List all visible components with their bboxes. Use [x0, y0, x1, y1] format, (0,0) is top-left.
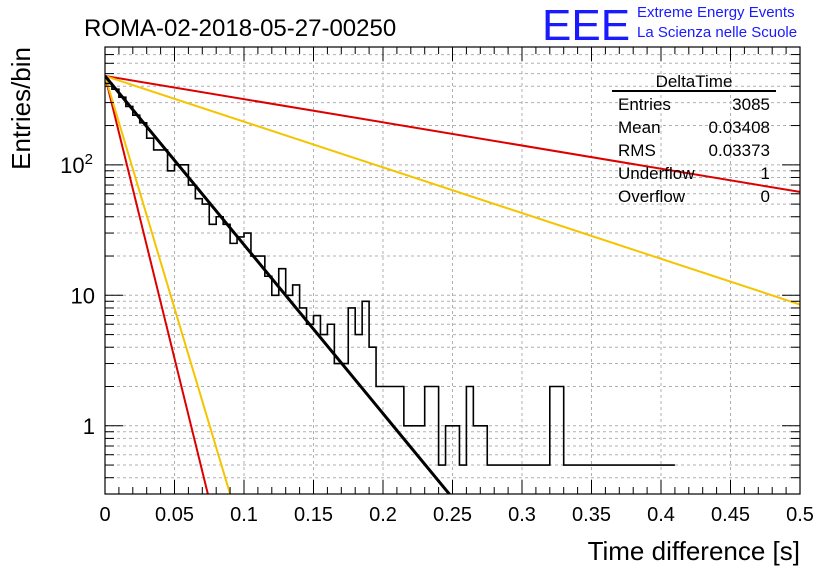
logo-line2: La Scienza nelle Scuole	[637, 24, 797, 41]
stats-label: Entries	[618, 95, 671, 114]
eee-logo: EEE Extreme Energy Events La Scienza nel…	[542, 1, 797, 50]
stats-value: 3085	[732, 95, 770, 114]
y-tick-label: 1	[83, 414, 95, 439]
stats-label: Overflow	[618, 187, 686, 206]
x-tick-label: 0.35	[572, 504, 611, 526]
axis-ticks	[104, 47, 801, 495]
x-tick-label: 0.2	[369, 504, 397, 526]
x-axis-label: Time difference [s]	[588, 536, 800, 566]
stats-value: 1	[761, 164, 770, 183]
x-tick-label: 0.3	[508, 504, 536, 526]
stats-value: 0	[761, 187, 770, 206]
x-tick-label: 0.1	[230, 504, 258, 526]
y-tick-label: 10	[71, 283, 95, 308]
curve-red-steep	[105, 75, 209, 494]
stats-label: Mean	[618, 118, 661, 137]
x-tick-label: 0.45	[711, 504, 750, 526]
stats-label: Underflow	[618, 164, 695, 183]
stats-value: 0.03408	[709, 118, 770, 137]
stats-value: 0.03373	[709, 141, 770, 160]
x-tick-label: 0.5	[786, 504, 814, 526]
y-tick-label: 102	[60, 151, 93, 178]
x-tick-label: 0	[99, 504, 110, 526]
x-tick-labels: 0 0.05 0.1 0.15 0.2 0.25 0.3 0.35 0.4 0.45 0.5	[99, 504, 813, 526]
curve-yellow-shallow	[105, 74, 800, 306]
grid	[105, 47, 800, 495]
curve-yellow-steep	[105, 75, 232, 494]
stats-title: DeltaTime	[656, 72, 733, 91]
x-tick-label: 0.25	[433, 504, 472, 526]
stats-label: RMS	[618, 141, 656, 160]
histogram-series	[105, 82, 675, 466]
histogram-steps	[105, 82, 675, 466]
curve-red-shallow	[105, 74, 800, 193]
logo-line1: Extreme Energy Events	[637, 4, 795, 21]
x-tick-label: 0.15	[294, 504, 333, 526]
x-tick-label: 0.05	[155, 504, 194, 526]
logo-text: EEE	[542, 1, 630, 50]
chart-title: ROMA-02-2018-05-27-00250	[84, 15, 396, 42]
y-tick-labels: 1 10 102	[60, 151, 95, 439]
y-axis-label: Entries/bin	[6, 47, 36, 170]
x-tick-label: 0.4	[647, 504, 675, 526]
stats-box: DeltaTime Entries 3085 Mean 0.03408 RMS 0.033…	[612, 72, 776, 206]
